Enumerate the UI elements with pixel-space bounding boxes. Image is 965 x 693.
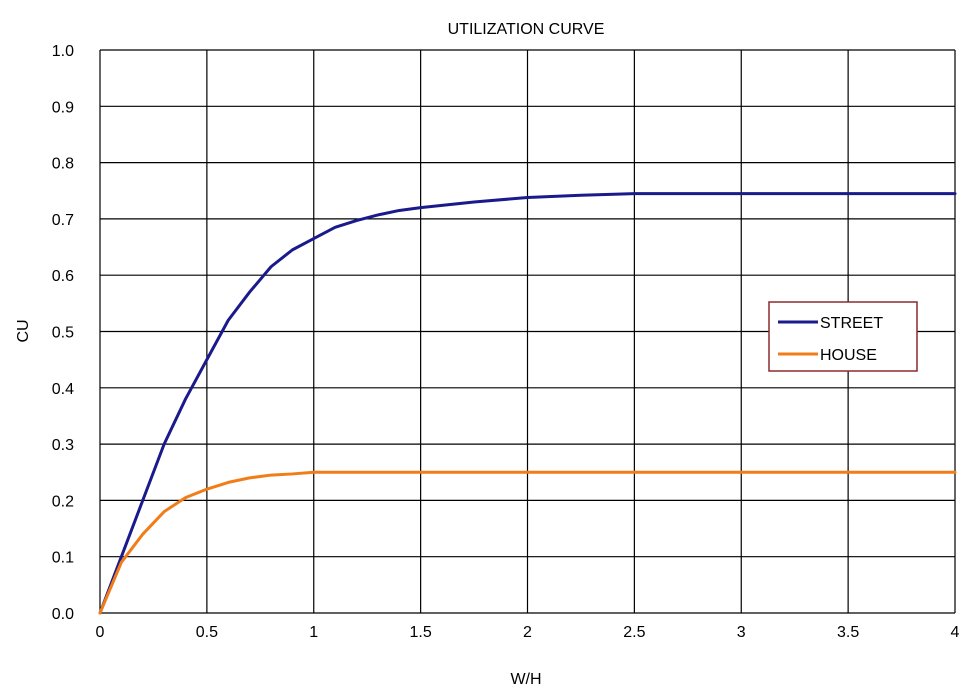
grid (99, 49, 956, 614)
y-tick-label: 0.4 (52, 381, 74, 398)
y-tick-label: 0.0 (52, 606, 74, 623)
x-axis-label: W/H (510, 671, 541, 688)
y-tick-label: 0.6 (52, 268, 74, 285)
x-tick-label: 4 (951, 624, 960, 641)
y-tick-label: 0.9 (52, 99, 74, 116)
y-tick-label: 0.5 (52, 325, 74, 342)
series-line-street (98, 192, 957, 615)
x-tick-label: 3.5 (837, 624, 859, 641)
y-axis-label: CU (15, 319, 32, 342)
tick-labels: 0 0.5 1 1.5 2 2.5 3 3.5 4 0.0 0.1 0.2 0.3 0.4 0.5 0.6 0.… (52, 43, 960, 641)
y-tick-label: 0.3 (52, 437, 74, 454)
x-tick-label: 0 (96, 624, 105, 641)
series-line-house (98, 470, 957, 615)
y-tick-label: 0.1 (52, 550, 74, 567)
series-lines (98, 192, 957, 615)
legend: STREET HOUSE (768, 301, 918, 372)
x-tick-label: 0.5 (196, 624, 218, 641)
y-tick-label: 0.7 (52, 212, 74, 229)
y-tick-label: 0.2 (52, 493, 74, 510)
x-tick-label: 1.5 (410, 624, 432, 641)
y-tick-label: 1.0 (52, 43, 74, 60)
y-tick-label: 0.8 (52, 156, 74, 173)
x-tick-label: 2 (523, 624, 532, 641)
x-tick-label: 2.5 (623, 624, 645, 641)
x-tick-label: 3 (737, 624, 746, 641)
x-tick-label: 1 (309, 624, 318, 641)
chart-title: UTILIZATION CURVE (448, 21, 605, 38)
legend-box (768, 301, 918, 372)
legend-label-street: STREET (820, 315, 883, 332)
legend-label-house: HOUSE (820, 347, 877, 364)
